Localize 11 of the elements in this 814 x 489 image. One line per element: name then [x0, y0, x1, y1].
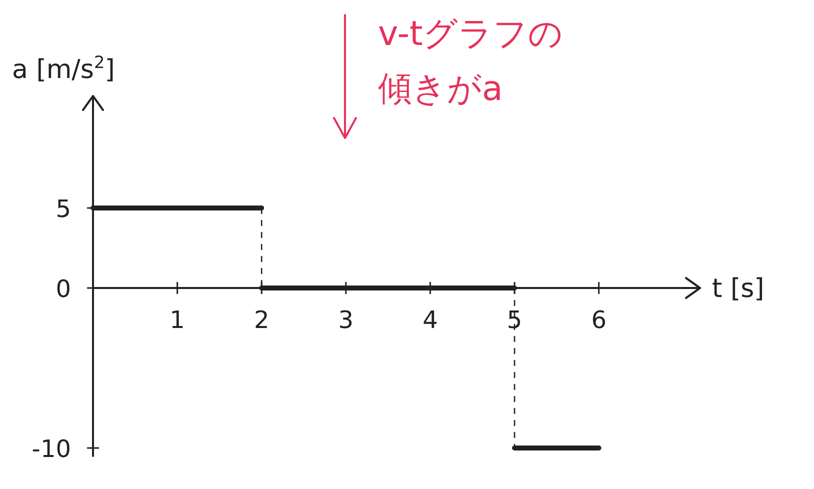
x-tick-label: 3: [338, 306, 354, 334]
x-tick-label: 6: [591, 306, 606, 334]
y-tick-label: 0: [56, 275, 71, 303]
y-axis-title: a [m/s$^{2}$]: [12, 52, 115, 85]
y-tick-label: -10: [32, 435, 71, 463]
y-tick-label: 5: [56, 195, 71, 223]
x-tick-label: 2: [254, 306, 270, 334]
x-tick-label: 4: [422, 306, 438, 334]
annotation: v-tグラフの傾きがa: [378, 14, 563, 109]
x-axis-title: t [s]: [712, 274, 764, 304]
x-tick-label: 1: [170, 306, 185, 334]
